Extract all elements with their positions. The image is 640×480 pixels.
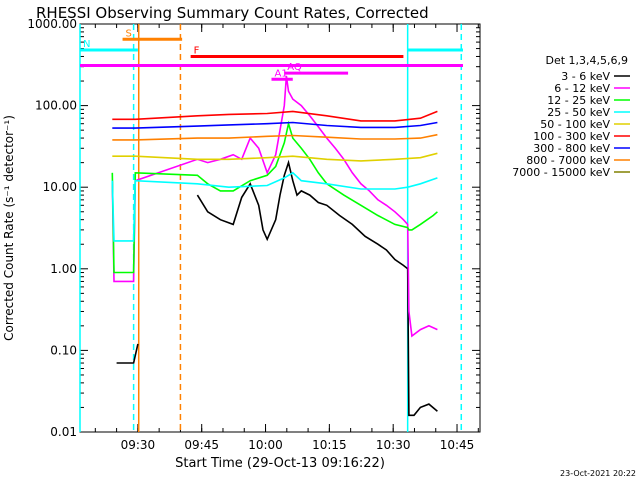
- series-line: [116, 343, 139, 364]
- flag-label: F: [194, 45, 200, 56]
- x-tick-label: 10:30: [376, 438, 411, 452]
- legend-entry-label: 6 - 12 keV: [554, 82, 610, 95]
- series-line: [112, 110, 438, 122]
- x-tick-label: 10:00: [248, 438, 283, 452]
- chart-title: RHESSI Observing Summary Count Rates, Co…: [36, 4, 429, 22]
- series-line: [112, 121, 438, 129]
- series-line: [111, 120, 438, 274]
- x-tick-label: 09:30: [121, 438, 156, 452]
- y-tick-label: 0.10: [50, 343, 77, 357]
- legend-entry-label: 50 - 100 keV: [540, 118, 610, 131]
- series-line: [112, 133, 438, 141]
- series-line: [196, 159, 438, 417]
- generation-timestamp: 23-Oct-2021 20:22: [560, 469, 636, 478]
- flag-label: A1: [274, 68, 287, 79]
- series-line: [111, 75, 438, 338]
- legend-entry-label: 3 - 6 keV: [561, 70, 610, 83]
- y-tick-label: 10.00: [43, 180, 77, 194]
- plot-frame: [79, 23, 481, 433]
- legend-entry-label: 800 - 7000 keV: [526, 154, 610, 167]
- flag-label: N: [83, 39, 90, 50]
- legend-title: Det 1,3,4,5,6,9: [545, 54, 628, 67]
- plot-area: 0.01 0.10 1.00 10.00 100.00 1000.00 09:30 09:45…: [27, 17, 630, 452]
- x-tick-label: 10:15: [312, 438, 347, 452]
- y-tick-label: 1000.00: [27, 17, 77, 31]
- x-axis-label: Start Time (29-Oct-13 09:16:22): [175, 456, 385, 471]
- legend-entry-label: 100 - 300 keV: [533, 130, 610, 143]
- y-axis-label: Corrected Count Rate (s⁻¹ detector⁻¹): [2, 115, 16, 341]
- x-tick-label: 09:45: [184, 438, 219, 452]
- y-tick-label: 0.01: [50, 425, 77, 439]
- legend-entry-label: 300 - 800 keV: [533, 142, 610, 155]
- series-line: [111, 171, 438, 242]
- legend-entry-label: 12 - 25 keV: [547, 94, 610, 107]
- flag-label: S: [126, 28, 132, 39]
- flag-label: AQ: [287, 62, 302, 73]
- y-tick-label: 1.00: [50, 262, 77, 276]
- legend-entry-label: 25 - 50 keV: [547, 106, 610, 119]
- series-line: [112, 152, 438, 162]
- y-tick-label: 100.00: [35, 99, 77, 113]
- legend-entry-label: 7000 - 15000 keV: [512, 166, 610, 179]
- x-tick-label: 10:45: [440, 438, 475, 452]
